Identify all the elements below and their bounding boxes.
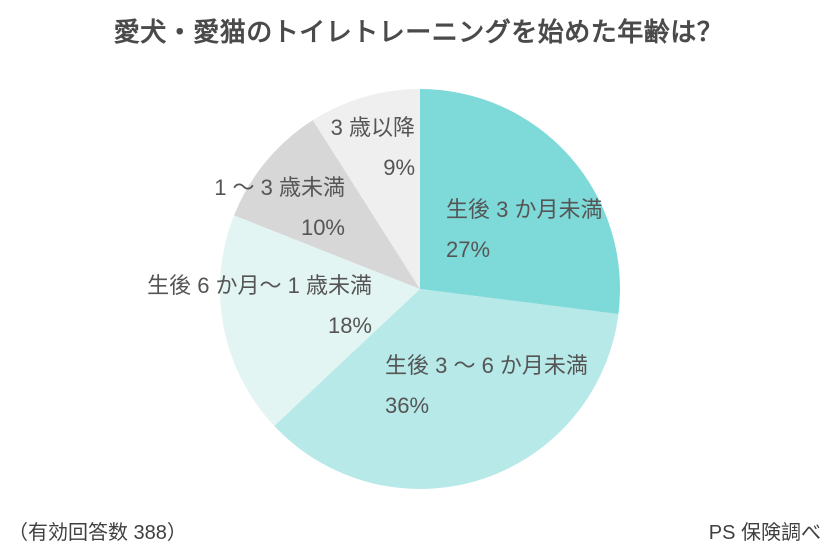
slice-label-under-3-months: 生後 3 か月未満 27%	[446, 190, 602, 270]
slice-label-3-to-6-months: 生後 3 〜 6 か月未満 36%	[385, 346, 588, 426]
slice-name: 生後 3 〜 6 か月未満	[385, 353, 588, 378]
valid-responses-note: （有効回答数 388）	[8, 522, 187, 544]
slice-percent: 10%	[300, 215, 345, 240]
page-title: 愛犬・愛猫のトイレトレーニングを始めた年齢は？	[113, 17, 724, 47]
pie-slice-3	[234, 120, 420, 289]
slice-label-6-months-to-1-year: 生後 6 か月〜 1 歳未満 18%	[147, 266, 372, 346]
slice-label-3-years-plus: 3 歳以降 9%	[331, 108, 415, 188]
pie-slice-2	[220, 215, 420, 426]
slice-label-1-to-3-years: 1 〜 3 歳未満 10%	[214, 168, 345, 248]
slice-name: 3 歳以降	[330, 115, 415, 140]
survey-source: PS 保険調べ	[708, 522, 821, 544]
slice-name: 生後 6 か月〜 1 歳未満	[147, 273, 372, 298]
slice-percent: 27%	[446, 237, 491, 262]
slice-percent: 9%	[383, 155, 415, 180]
slice-percent: 36%	[385, 393, 430, 418]
slice-name: 生後 3 か月未満	[446, 197, 603, 222]
pie-slice-1	[274, 289, 619, 489]
slice-percent: 18%	[327, 313, 372, 338]
slice-name: 1 〜 3 歳未満	[214, 175, 345, 200]
pie-chart-container	[220, 89, 620, 489]
pie-slice-4	[312, 89, 420, 289]
pie-chart	[220, 89, 620, 489]
pie-slice-0	[420, 89, 620, 315]
